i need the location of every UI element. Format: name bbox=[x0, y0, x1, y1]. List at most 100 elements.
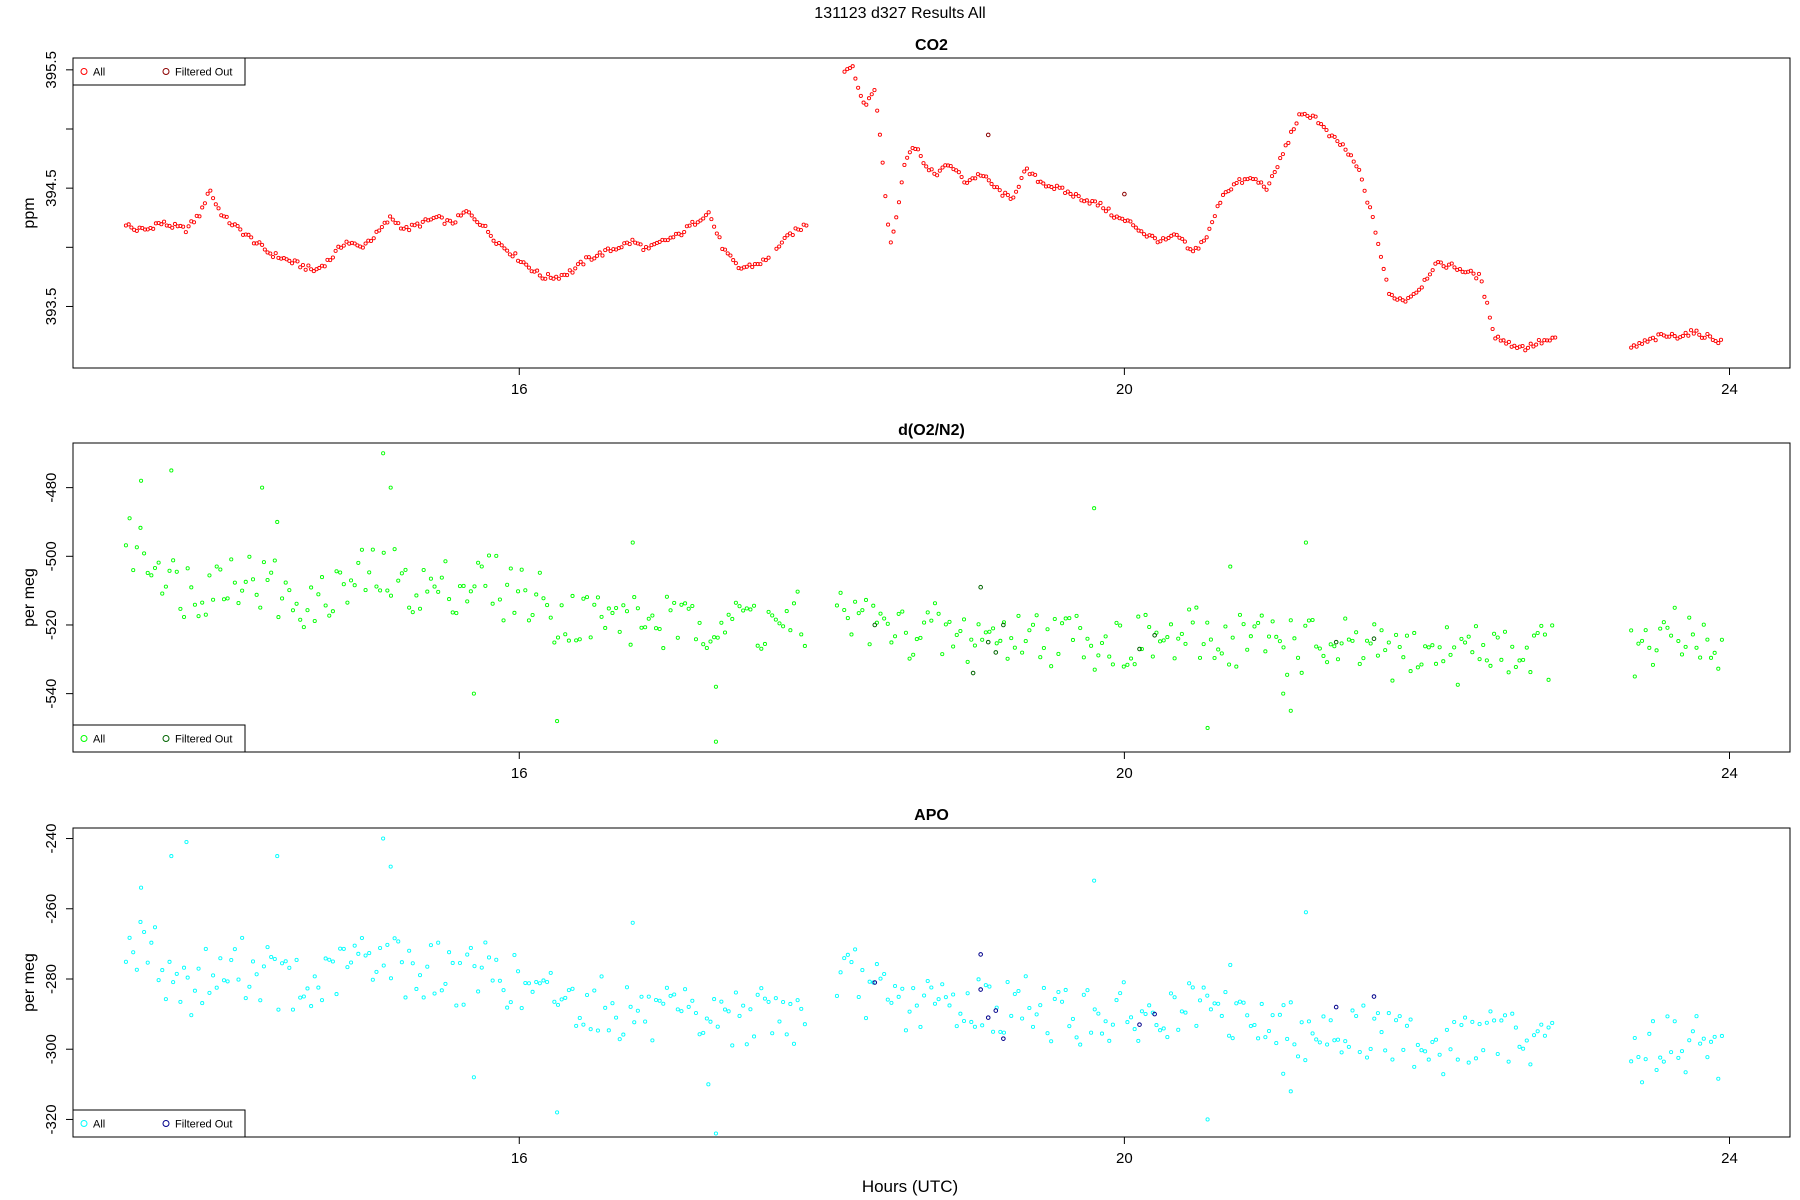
apo-filtered-point bbox=[978, 952, 983, 957]
apo-data-point bbox=[991, 1029, 996, 1034]
co2-data-point bbox=[311, 269, 316, 274]
apo-data-point bbox=[243, 996, 248, 1001]
apo-data-point bbox=[1433, 1037, 1439, 1042]
o2n2-data-point bbox=[356, 560, 361, 565]
co2-data-point bbox=[183, 230, 188, 235]
apo-data-point bbox=[1292, 1042, 1297, 1047]
apo-data-point bbox=[744, 1042, 749, 1047]
apo-data-point bbox=[1679, 1049, 1685, 1054]
co2-data-point bbox=[1275, 165, 1280, 170]
apo-data-point bbox=[1187, 981, 1192, 986]
co2-y-tick-label: 393.5 bbox=[43, 288, 60, 326]
o2n2-data-point bbox=[1510, 644, 1515, 649]
co2-data-point bbox=[1182, 239, 1187, 244]
o2n2-data-point bbox=[247, 554, 252, 559]
co2-data-point bbox=[880, 160, 885, 165]
apo-data-point bbox=[1205, 993, 1210, 998]
co2-data-point bbox=[1261, 184, 1266, 189]
co2-data-point bbox=[1634, 344, 1639, 349]
co2-data-point bbox=[251, 241, 256, 246]
apo-data-point bbox=[258, 998, 263, 1003]
apo-data-point bbox=[972, 1024, 977, 1029]
co2-data-point bbox=[660, 237, 665, 242]
co2-data-point bbox=[1694, 328, 1699, 333]
o2n2-data-point bbox=[1285, 672, 1290, 677]
co2-data-point bbox=[371, 236, 376, 241]
apo-data-point bbox=[936, 997, 941, 1002]
apo-data-point bbox=[123, 959, 128, 964]
o2n2-data-point bbox=[770, 613, 775, 618]
co2-data-point bbox=[491, 238, 496, 243]
o2n2-data-point bbox=[1419, 662, 1424, 667]
co2-data-point bbox=[1286, 140, 1291, 146]
co2-data-point bbox=[151, 226, 156, 231]
o2n2-data-point bbox=[838, 590, 843, 595]
o2n2-data-point bbox=[845, 616, 850, 621]
co2-data-point bbox=[1220, 192, 1226, 198]
o2n2-data-point bbox=[1270, 619, 1275, 624]
o2n2-data-point bbox=[1128, 656, 1134, 661]
o2n2-data-point bbox=[1183, 641, 1188, 646]
o2n2-data-point bbox=[914, 637, 919, 642]
apo-data-point bbox=[1208, 1007, 1213, 1012]
co2-data-point bbox=[1702, 335, 1707, 340]
apo-data-point bbox=[214, 985, 219, 990]
o2n2-data-point bbox=[788, 628, 793, 633]
co2-data-point bbox=[1705, 331, 1710, 337]
apo-data-point bbox=[131, 950, 136, 955]
apo-data-point bbox=[653, 997, 659, 1003]
apo-outlier-point bbox=[555, 1110, 560, 1115]
apo-data-point bbox=[1277, 1012, 1282, 1017]
co2-data-point bbox=[853, 76, 858, 81]
o2n2-filtered-point bbox=[970, 670, 976, 676]
apo-data-point bbox=[301, 994, 306, 999]
o2n2-data-point bbox=[1234, 664, 1239, 669]
o2n2-y-axis-label: per meg bbox=[21, 568, 38, 627]
o2n2-legend-marker bbox=[80, 735, 88, 742]
o2n2-data-point bbox=[345, 600, 350, 605]
o2n2-data-point bbox=[646, 616, 651, 621]
apo-data-point bbox=[1375, 1011, 1380, 1016]
apo-filtered-point bbox=[872, 980, 878, 985]
co2-x-tick-label: 24 bbox=[1721, 381, 1738, 398]
co2-data-point bbox=[1525, 345, 1531, 350]
o2n2-data-point bbox=[1426, 645, 1431, 650]
co2-data-point bbox=[298, 265, 303, 270]
o2n2-data-point bbox=[1647, 645, 1652, 650]
o2n2-data-point bbox=[468, 589, 473, 594]
apo-data-point bbox=[563, 995, 568, 1000]
o2n2-data-point bbox=[276, 615, 281, 620]
o2n2-data-point bbox=[348, 578, 354, 583]
co2-data-point bbox=[1191, 249, 1196, 254]
apo-data-point bbox=[1161, 1026, 1166, 1031]
co2-data-point bbox=[856, 85, 861, 90]
co2-data-point bbox=[1471, 271, 1476, 276]
co2-data-point bbox=[1683, 330, 1688, 335]
o2n2-data-point bbox=[555, 635, 561, 640]
apo-data-point bbox=[327, 957, 332, 962]
co2-data-point bbox=[1060, 185, 1065, 190]
apo-data-point bbox=[1719, 1033, 1724, 1039]
o2n2-data-point bbox=[1654, 648, 1659, 653]
apo-data-point bbox=[701, 1030, 706, 1035]
co2-data-point bbox=[992, 185, 997, 190]
o2n2-data-point bbox=[298, 617, 303, 622]
apo-data-point bbox=[392, 936, 397, 941]
o2n2-data-point bbox=[1190, 620, 1195, 625]
o2n2-data-point bbox=[1492, 631, 1497, 636]
o2n2-data-point bbox=[178, 606, 183, 611]
apo-data-point bbox=[679, 1009, 684, 1014]
o2n2-data-point bbox=[254, 592, 259, 597]
o2n2-outlier-point bbox=[471, 691, 476, 696]
apo-data-point bbox=[686, 1004, 691, 1009]
apo-data-point bbox=[483, 940, 488, 945]
co2-data-point bbox=[368, 238, 374, 244]
apo-data-point bbox=[643, 1019, 648, 1024]
o2n2-data-point bbox=[1394, 632, 1399, 638]
apo-data-point bbox=[1132, 1027, 1137, 1032]
apo-data-point bbox=[632, 1020, 637, 1025]
co2-data-point bbox=[545, 272, 551, 277]
o2n2-data-point bbox=[421, 567, 426, 573]
o2n2-data-point bbox=[1216, 647, 1221, 652]
co2-data-point bbox=[404, 225, 409, 230]
